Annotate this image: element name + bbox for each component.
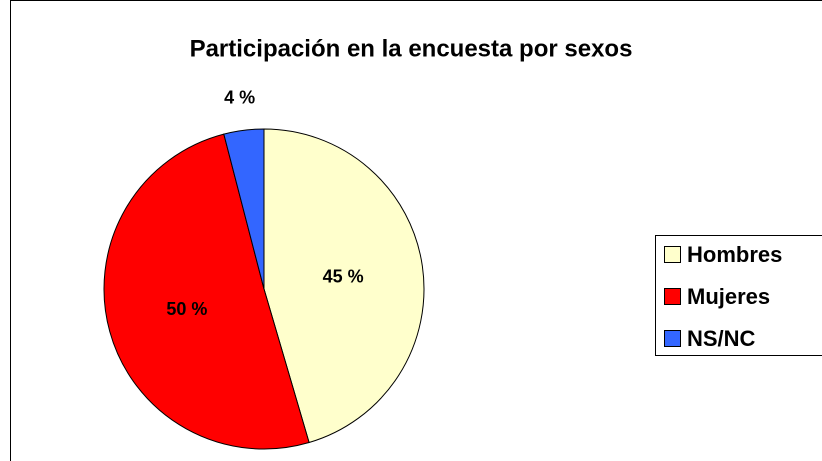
legend-swatch bbox=[664, 288, 681, 305]
pie-slice bbox=[223, 128, 265, 290]
chart-title: Participación en la encuesta por sexos bbox=[190, 35, 633, 62]
slice-label: 50 % bbox=[166, 299, 207, 319]
slice-label: 4 % bbox=[224, 87, 255, 107]
legend-label: Hombres bbox=[687, 242, 782, 267]
pie-slice bbox=[103, 133, 310, 450]
legend-swatch bbox=[664, 330, 681, 347]
legend-swatch bbox=[664, 246, 681, 263]
pie-slice bbox=[263, 128, 425, 444]
legend-label: Mujeres bbox=[687, 284, 770, 309]
legend-label: NS/NC bbox=[687, 326, 756, 351]
slice-label: 45 % bbox=[323, 266, 364, 286]
legend-box bbox=[655, 235, 822, 356]
